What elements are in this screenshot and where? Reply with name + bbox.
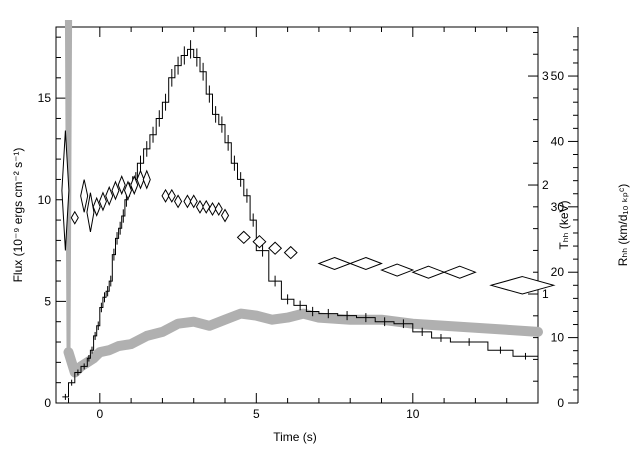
temperature-diamond [173, 194, 183, 209]
radius-point [286, 316, 289, 319]
temperature-diamond [183, 194, 192, 209]
temperature-diamond [214, 202, 223, 216]
y-left-axis-title: Flux (10⁻⁹ ergs cm⁻² s⁻¹) [11, 148, 25, 283]
x-tick-label: 5 [253, 407, 260, 421]
temperature-diamond [208, 202, 217, 216]
radius-point [537, 330, 539, 333]
temperature-diamond [167, 188, 176, 203]
x-axis-title: Time (s) [273, 430, 317, 444]
y-right2-axis-title: Rₕₕ (km/d₁₀ ₖₚᶜ) [616, 184, 630, 267]
chart-marks [61, 20, 556, 400]
radius-point [208, 324, 211, 327]
radius-point [239, 312, 242, 315]
temperature-diamond [442, 265, 477, 279]
plot-area-border [55, 26, 539, 404]
y-right1-tick-label: 1 [542, 287, 549, 301]
y-left-tick-label: 5 [44, 294, 51, 308]
temperature-diamond [268, 241, 283, 255]
temperature-diamond [117, 174, 126, 196]
y-right2-tick-label: 40 [551, 134, 565, 148]
temperature-diamond [136, 169, 145, 190]
radius-point [317, 316, 320, 319]
y-right1-tick-label: 2 [542, 178, 549, 192]
flux-step-line [62, 48, 538, 398]
radius-point [108, 349, 111, 352]
radius-point [177, 322, 180, 325]
temperature-diamond [161, 188, 170, 203]
temperature-diamond [236, 230, 251, 245]
radius-point [443, 324, 446, 327]
temperature-diamond [411, 265, 446, 279]
temperature-diamond [380, 263, 415, 277]
temperature-diamond [348, 256, 383, 271]
temperature-diamond [130, 174, 139, 196]
y-right2-tick-label: 0 [557, 396, 564, 410]
x-tick-label: 10 [406, 407, 420, 421]
radius-point [380, 318, 383, 321]
temperature-diamond [61, 130, 70, 251]
y-right2-tick-label: 10 [551, 331, 565, 345]
temperature-diamond [283, 245, 298, 260]
radius-point [130, 343, 133, 346]
radius-point [302, 312, 305, 315]
radius-point [145, 334, 148, 337]
radius-point [224, 318, 227, 321]
y-right1-axis-title: Tₕₕ (keV) [557, 200, 571, 249]
temperature-diamond [317, 256, 352, 271]
radius-point [117, 345, 120, 348]
plot-frame [55, 26, 579, 404]
radius-point [192, 320, 195, 323]
temperature-diamond [70, 210, 79, 225]
x-tick-label: 0 [96, 407, 103, 421]
temperature-diamond [80, 179, 89, 213]
radius-point [67, 351, 70, 354]
temperature-diamond [86, 192, 95, 232]
radius-point [161, 330, 164, 333]
y-left-tick-label: 0 [44, 396, 51, 410]
temperature-diamond [189, 194, 198, 209]
radius-band [63, 308, 543, 378]
y-left-tick-label: 10 [38, 193, 52, 207]
temperature-diamond [202, 199, 211, 214]
temperature-diamond [92, 196, 101, 217]
radius-point [92, 357, 95, 360]
radius-point [505, 328, 508, 331]
temperature-diamond [220, 208, 230, 223]
y-right2-tick-label: 20 [551, 265, 565, 279]
radius-point [270, 318, 273, 321]
radius-point [98, 351, 101, 354]
temperature-diamond [105, 185, 114, 206]
radius-point [349, 318, 352, 321]
temperature-diamond [142, 169, 151, 190]
radius-point [474, 326, 477, 329]
y-right1-tick-label: 3 [542, 69, 549, 83]
temperature-diamond [489, 276, 556, 295]
y-right2-tick-label: 50 [551, 69, 565, 83]
temperature-diamond [111, 180, 120, 201]
temperature-diamond [252, 235, 267, 249]
y-right2-tick-label: 30 [551, 200, 565, 214]
temperature-diamond [195, 199, 205, 214]
y-left-tick-label: 15 [38, 91, 52, 105]
temperature-diamond [98, 191, 107, 212]
radius-point [255, 314, 258, 317]
temperature-diamond [123, 180, 133, 201]
